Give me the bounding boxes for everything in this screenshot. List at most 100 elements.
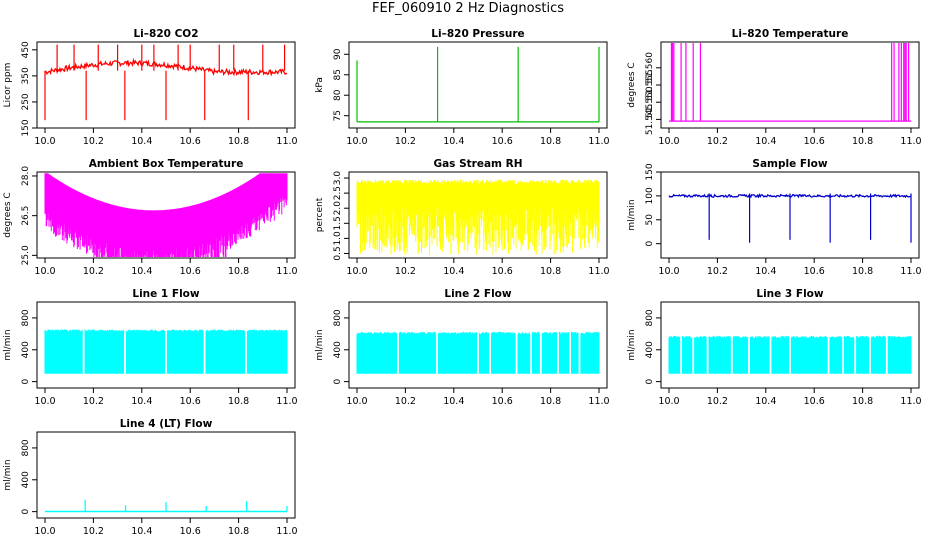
y-tick-label: 250: [21, 93, 31, 110]
x-tick-label: 10.8: [228, 266, 249, 277]
x-tick-label: 10.8: [852, 266, 873, 277]
y-axis-label: ml/min: [627, 329, 637, 360]
x-tick-label: 10.0: [346, 136, 367, 147]
x-tick-label: 10.2: [395, 266, 416, 277]
flow-series: [668, 335, 912, 374]
plot-frame: [36, 41, 296, 129]
y-axis-label: degrees C: [627, 62, 637, 107]
y-tick-label: 2.5: [333, 186, 343, 200]
x-tick-label: 10.6: [180, 396, 201, 407]
x-tick-label: 10.0: [346, 396, 367, 407]
y-tick-label: 0: [645, 378, 655, 384]
x-tick-label: 10.2: [707, 136, 728, 147]
plot-frame: [660, 41, 920, 129]
y-axis-label: kPa: [315, 77, 325, 93]
chart-title: Li–820 Pressure: [431, 28, 524, 40]
x-tick-label: 11.0: [588, 266, 609, 277]
y-tick-label: 51.550: [645, 86, 655, 118]
y-tick-label: 3.0: [333, 171, 343, 186]
x-tick-label: 10.4: [443, 136, 464, 147]
y-axis-label: degrees C: [3, 192, 13, 237]
x-tick-label: 11.0: [276, 266, 297, 277]
plot-frame: [348, 171, 608, 259]
plot-frame: [348, 41, 608, 129]
x-tick-label: 10.6: [492, 266, 513, 277]
y-tick-label: 100: [645, 187, 655, 204]
ambient-series: [44, 173, 288, 257]
flow-series: [44, 329, 288, 374]
x-tick-label: 11.0: [588, 136, 609, 147]
y-tick-label: 26.5: [21, 206, 31, 226]
plot-frame: [660, 301, 920, 389]
y-tick-label: 1.5: [333, 216, 343, 230]
rh-series: [356, 179, 600, 255]
chart-title: Sample Flow: [752, 158, 827, 170]
plot-frame: [36, 171, 296, 259]
x-tick-label: 10.6: [180, 266, 201, 277]
chart-panel: Li–820 Pressure kPa 10.0 10.2 10.4 10.6 10.8 11…: [315, 28, 610, 147]
chart-panel: Line 1 Flow ml/min 10.0 10.2 10.4 10.6 10.8 11.…: [3, 288, 298, 407]
chart-title: Gas Stream RH: [433, 158, 522, 170]
x-tick-label: 10.6: [804, 396, 825, 407]
x-tick-label: 10.6: [492, 136, 513, 147]
x-tick-label: 11.0: [276, 526, 297, 537]
x-tick-label: 10.4: [443, 396, 464, 407]
x-tick-label: 10.0: [34, 266, 55, 277]
chart-panel: Line 2 Flow ml/min 10.0 10.2 10.4 10.6 10.8 11.…: [315, 288, 610, 407]
chart-title: Line 1 Flow: [132, 288, 199, 300]
x-tick-label: 11.0: [588, 396, 609, 407]
flow-series: [356, 331, 600, 374]
y-tick-label: 0: [21, 508, 31, 514]
x-tick-label: 10.4: [443, 266, 464, 277]
y-tick-label: 400: [21, 471, 31, 488]
x-tick-label: 10.0: [34, 396, 55, 407]
y-tick-label: 150: [645, 163, 655, 180]
y-axis-label: ml/min: [3, 329, 13, 360]
x-tick-label: 10.0: [346, 266, 367, 277]
y-tick-label: 450: [21, 41, 31, 58]
y-tick-label: 0.5: [333, 246, 343, 260]
chart-panel: Li–820 Temperature degrees C 10.0 10.2 10.4 1…: [627, 28, 922, 147]
y-tick-label: 0: [333, 378, 343, 384]
x-tick-label: 10.8: [228, 396, 249, 407]
x-tick-label: 10.0: [34, 526, 55, 537]
x-tick-label: 10.8: [540, 266, 561, 277]
chart-panel: Sample Flow ml/min 10.0 10.2 10.4 10.6 10.8 11.…: [627, 158, 922, 277]
x-tick-label: 10.6: [492, 396, 513, 407]
chart-panel: Ambient Box Temperature degrees C 10.0 10.2…: [3, 158, 298, 277]
x-tick-label: 10.8: [852, 396, 873, 407]
x-tick-label: 10.8: [540, 136, 561, 147]
y-tick-label: 800: [645, 309, 655, 326]
y-axis-label: ml/min: [315, 329, 325, 360]
y-tick-label: 400: [645, 341, 655, 358]
co2-series: [44, 57, 288, 77]
y-tick-label: 80: [333, 89, 343, 101]
y-tick-label: 0: [21, 378, 31, 384]
x-tick-label: 10.0: [658, 136, 679, 147]
y-axis-label: Licor ppm: [3, 63, 13, 108]
chart-title: Ambient Box Temperature: [89, 158, 244, 170]
plot-frame: [36, 301, 296, 389]
y-tick-label: 800: [21, 309, 31, 326]
plot-frame: [36, 431, 296, 519]
y-tick-label: 150: [21, 119, 31, 136]
x-tick-label: 10.8: [852, 136, 873, 147]
x-tick-label: 11.0: [900, 136, 921, 147]
x-tick-label: 11.0: [276, 136, 297, 147]
y-tick-label: 85: [333, 69, 343, 80]
x-tick-label: 10.4: [131, 396, 152, 407]
x-tick-label: 10.2: [83, 526, 104, 537]
y-axis-label: percent: [315, 197, 325, 232]
x-tick-label: 10.4: [131, 526, 152, 537]
chart-panel: Line 3 Flow ml/min 10.0 10.2 10.4 10.6 10.8 11.…: [627, 288, 922, 407]
chart-title: Li–820 Temperature: [732, 28, 849, 40]
y-tick-label: 51.545: [645, 104, 655, 135]
x-tick-label: 10.0: [658, 396, 679, 407]
y-tick-label: 350: [21, 67, 31, 84]
chart-title: Line 2 Flow: [444, 288, 511, 300]
chart-panel: Gas Stream RH percent 10.0 10.2 10.4 10.6 10.8…: [315, 158, 610, 277]
x-tick-label: 11.0: [900, 266, 921, 277]
y-tick-label: 400: [333, 341, 343, 358]
x-tick-label: 10.2: [395, 136, 416, 147]
plot-frame: [348, 301, 608, 389]
